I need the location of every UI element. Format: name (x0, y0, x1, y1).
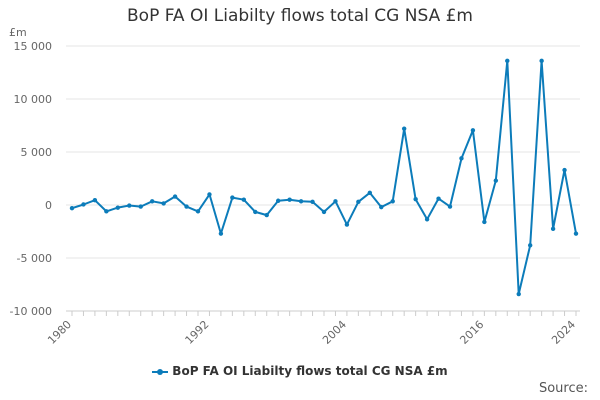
y-tick-label: -5 000 (17, 252, 52, 265)
data-point[interactable] (379, 204, 384, 210)
data-point[interactable] (287, 197, 292, 202)
data-points (69, 58, 579, 297)
x-axis: 1980 1992 2004 2016 2024 (45, 310, 580, 347)
data-point[interactable] (459, 156, 464, 161)
data-point[interactable] (161, 201, 166, 206)
data-point[interactable] (275, 198, 281, 203)
source-label: Source: (538, 381, 588, 396)
data-point[interactable] (253, 209, 258, 215)
data-point[interactable] (321, 209, 327, 215)
x-tick-label: 1980 (45, 318, 74, 347)
data-point[interactable] (184, 204, 189, 209)
data-point[interactable] (493, 178, 499, 183)
data-point[interactable] (539, 58, 544, 64)
data-point[interactable] (470, 128, 476, 133)
data-point[interactable] (562, 167, 567, 173)
data-point[interactable] (401, 126, 407, 131)
series-line (71, 59, 577, 295)
data-point[interactable] (390, 199, 395, 204)
data-point[interactable] (344, 222, 350, 227)
data-point[interactable] (413, 196, 418, 202)
data-point[interactable] (264, 212, 269, 218)
y-tick-label: 15 000 (14, 40, 53, 53)
data-point[interactable] (241, 197, 247, 202)
data-point[interactable] (81, 202, 86, 207)
data-point[interactable] (527, 243, 533, 248)
legend-line-marker-icon (152, 367, 169, 377)
data-point[interactable] (356, 199, 361, 205)
data-point[interactable] (424, 217, 430, 222)
data-point[interactable] (149, 199, 155, 204)
data-point[interactable] (505, 58, 510, 64)
data-point[interactable] (115, 205, 121, 210)
data-point[interactable] (127, 203, 132, 208)
data-point[interactable] (92, 198, 98, 203)
data-point[interactable] (138, 204, 143, 209)
y-tick-label: 10 000 (14, 93, 53, 106)
grid-lines (66, 45, 580, 312)
data-point[interactable] (298, 199, 304, 204)
data-point[interactable] (230, 195, 235, 200)
data-point[interactable] (207, 192, 212, 197)
data-point[interactable] (172, 194, 178, 199)
data-point[interactable] (367, 190, 373, 196)
x-tick-label: 2004 (320, 318, 349, 347)
data-point[interactable] (310, 199, 315, 205)
data-point[interactable] (218, 231, 224, 236)
series-line-group (71, 59, 577, 295)
legend-item[interactable]: BoP FA OI Liabilty flows total CG NSA £m (0, 364, 600, 378)
y-axis-unit-label: £m (9, 26, 27, 39)
data-point[interactable] (550, 226, 556, 232)
data-point[interactable] (447, 204, 453, 209)
data-point[interactable] (333, 199, 338, 204)
y-axis-tick-labels: -10 000 -5 000 0 5 000 10 000 15 000 (10, 40, 52, 318)
y-tick-label: 0 (45, 199, 52, 212)
data-point[interactable] (104, 209, 109, 214)
y-tick-label: -10 000 (10, 305, 52, 318)
chart-title: BoP FA OI Liabilty flows total CG NSA £m (127, 6, 473, 26)
data-point[interactable] (573, 231, 579, 236)
data-point[interactable] (69, 205, 75, 211)
data-point[interactable] (482, 219, 487, 225)
data-point[interactable] (516, 291, 521, 297)
x-tick-label: 2016 (457, 318, 486, 347)
data-point[interactable] (436, 196, 441, 201)
data-point[interactable] (195, 209, 201, 214)
x-tick-label: 2024 (549, 318, 578, 347)
legend-label: BoP FA OI Liabilty flows total CG NSA £m (172, 364, 448, 378)
y-tick-label: 5 000 (21, 146, 53, 159)
x-tick-label: 1992 (183, 318, 212, 347)
